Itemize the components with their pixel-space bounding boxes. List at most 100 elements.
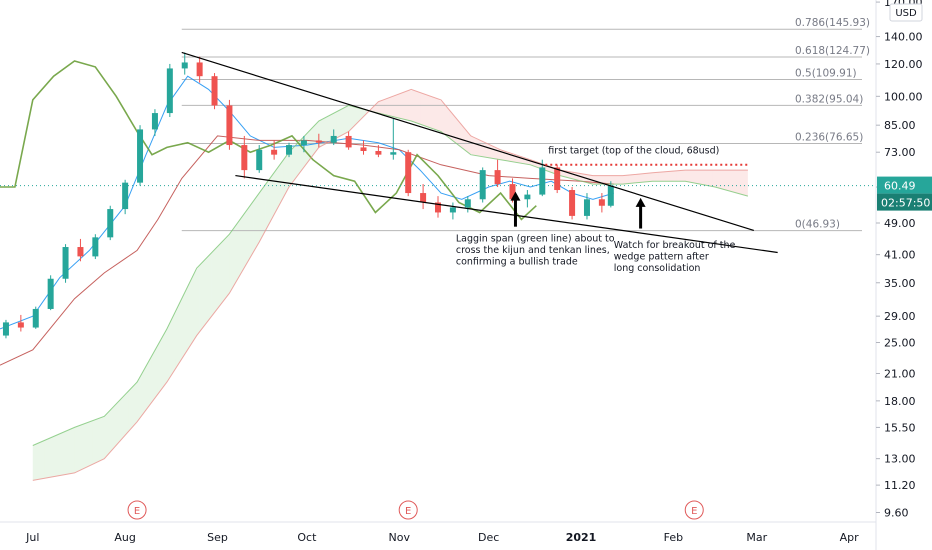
cloud-segment xyxy=(342,105,349,135)
indicator-line xyxy=(0,60,537,221)
candle-body xyxy=(286,145,293,155)
cloud-segment xyxy=(68,427,75,474)
cloud-segment xyxy=(616,175,623,185)
cloud-segment xyxy=(622,175,629,185)
candle-body xyxy=(583,199,590,216)
candle-body xyxy=(271,149,278,155)
cloud-segment xyxy=(324,114,331,145)
x-tick-label: Feb xyxy=(664,531,683,544)
candle-body xyxy=(181,62,188,69)
cloud-segment xyxy=(414,90,421,125)
cloud-segment xyxy=(181,286,188,359)
cloud-segment xyxy=(658,171,665,182)
cloud-segment xyxy=(50,435,57,478)
y-tick-label: 25.00 xyxy=(884,337,916,350)
candle-body xyxy=(420,193,427,203)
cloud-segment xyxy=(86,420,93,468)
cloud-segment xyxy=(116,397,123,446)
cloud-segment xyxy=(283,152,290,199)
candle-body xyxy=(554,167,561,191)
x-tick-label: Nov xyxy=(389,531,411,544)
cloud-segment xyxy=(74,425,81,473)
cloud-segment xyxy=(151,344,158,402)
fib-level-label: 0.5(109.91) xyxy=(795,68,857,80)
y-tick-label: 18.00 xyxy=(884,395,916,408)
cloud-segment xyxy=(694,170,701,185)
x-tick-label: Apr xyxy=(840,531,860,544)
y-tick-label: 140.00 xyxy=(884,31,923,44)
cloud-segment xyxy=(193,265,200,341)
price-axis[interactable]: 170.00140.00120.00100.0085.0073.0060.004… xyxy=(875,0,932,550)
cloud-segment xyxy=(92,418,99,465)
cloud-segment xyxy=(140,366,146,418)
cloud-segment xyxy=(724,170,730,192)
cloud-segment xyxy=(426,94,433,129)
x-tick-label: Sep xyxy=(207,531,228,544)
cloud-segment xyxy=(175,298,182,369)
annotation-text: Watch for breakout of the xyxy=(614,240,736,251)
cloud-segment xyxy=(676,170,683,182)
candle-body xyxy=(360,147,367,151)
drawings[interactable] xyxy=(181,51,778,254)
candle-body xyxy=(479,170,486,200)
candle-body xyxy=(375,150,382,155)
fib-level-label: 0.618(124.77) xyxy=(795,45,870,57)
cloud-segment xyxy=(253,193,260,253)
cloud-segment xyxy=(122,391,129,439)
countdown-label: 02:57:50 xyxy=(881,197,930,210)
cloud-segment xyxy=(336,108,343,138)
candle-body xyxy=(405,152,412,194)
y-tick-label: 11.20 xyxy=(884,479,916,492)
fib-level-label: 0.382(95.04) xyxy=(795,93,863,105)
candle-body xyxy=(435,202,441,213)
candle-body xyxy=(300,140,307,146)
wedge-trendline xyxy=(181,51,755,231)
fib-level-label: 0.786(145.93) xyxy=(795,17,870,29)
cloud-segment xyxy=(146,355,152,410)
cloud-segment xyxy=(700,170,707,186)
x-tick-label: Aug xyxy=(114,531,135,544)
cloud-segment xyxy=(294,139,301,180)
candle-body xyxy=(345,135,352,148)
annotation-text: long consolidation xyxy=(614,263,701,274)
earnings-marker-label: E xyxy=(691,506,697,517)
cloud-segment xyxy=(646,172,653,182)
candle-body xyxy=(256,149,263,171)
wedge-trendline xyxy=(235,174,778,254)
last-price-label: 60.49 xyxy=(884,180,916,193)
annotation-text: first target (top of the cloud, 68usd) xyxy=(548,145,719,156)
cloud-segment xyxy=(718,170,725,190)
fib-level-label: 0(46.93) xyxy=(795,219,840,231)
cloud-segment xyxy=(134,376,141,426)
candle-body xyxy=(32,308,39,328)
arrow-head xyxy=(510,191,521,201)
y-tick-label: 21.00 xyxy=(884,367,916,380)
cloud-segment xyxy=(735,170,742,195)
time-axis[interactable]: Jul Aug Sep Oct Nov Dec 2021 Feb Mar Apr xyxy=(0,521,876,544)
cloud-segment xyxy=(241,209,248,273)
candle-body xyxy=(241,145,248,171)
candle-body xyxy=(598,199,605,206)
candles xyxy=(2,52,614,339)
x-tick-label: Dec xyxy=(478,531,499,544)
cloud-segment xyxy=(628,174,635,184)
fib-retracement[interactable]: 0.786(145.93) 0.618(124.77) 0.5(109.91) 0.3… xyxy=(181,17,870,232)
candle-body xyxy=(151,113,158,130)
candle-body xyxy=(330,135,337,143)
cloud-segment xyxy=(163,322,170,387)
arrow-head xyxy=(635,197,646,207)
cloud-segment xyxy=(205,252,212,325)
cloud-segment xyxy=(652,172,659,182)
x-tick-label: Oct xyxy=(297,531,317,544)
cloud-segment xyxy=(235,217,242,283)
countdown-badge xyxy=(877,193,932,211)
currency-label: USD xyxy=(889,3,923,22)
earnings-marker xyxy=(684,500,704,520)
indicator-line xyxy=(0,135,614,366)
cloud-segment xyxy=(80,422,87,471)
y-tick-label: 73.00 xyxy=(884,146,916,159)
candle-body xyxy=(539,167,546,195)
annotation-text: confirming a bullish trade xyxy=(456,256,578,267)
